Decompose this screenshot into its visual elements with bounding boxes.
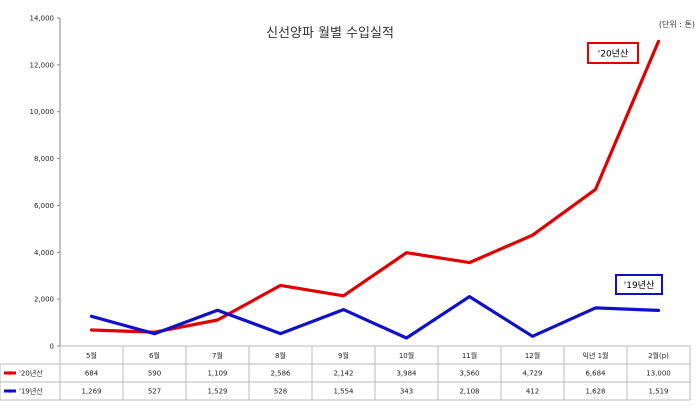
x-category-label: 5월: [86, 351, 97, 360]
series-callouts: '20년산 '19년산: [587, 42, 663, 295]
y-tick-label: 4,000: [34, 249, 54, 257]
y-tick-label: 2,000: [34, 296, 54, 304]
y-tick-label: 0: [50, 343, 54, 351]
table-cell-value: 4,729: [522, 370, 542, 378]
x-category-label: 익년 1월: [583, 351, 609, 360]
table-cell-value: 3,984: [396, 370, 417, 378]
legend-series-name: '19년산: [19, 387, 43, 396]
table-cell-value: 1,519: [648, 388, 668, 396]
x-category-label: 11월: [462, 351, 477, 360]
table-cell-value: 1,554: [333, 388, 354, 396]
table-cell-value: 2,108: [459, 388, 479, 396]
series-callout-box: [615, 274, 663, 295]
unit-label: (단위 : 톤): [659, 19, 695, 29]
x-category-label: 10월: [399, 351, 414, 360]
table-cell-value: 2,142: [333, 370, 353, 378]
x-category-label: 7월: [212, 351, 223, 360]
table-cell-value: 590: [148, 370, 161, 378]
table-cell-value: 1,109: [207, 370, 227, 378]
series-callout-label: '19년산: [624, 280, 655, 291]
table-cell-value: 343: [400, 388, 413, 396]
y-tick-label: 8,000: [34, 155, 54, 163]
table-cell-value: 527: [148, 388, 161, 396]
y-tick-label: 14,000: [30, 15, 55, 23]
table-cell-value: 6,684: [585, 370, 606, 378]
data-table: 5월 6월 7월 8월 9월 10월 11월 12월 익년 1월 2월(p) '20년산 684 590…: [0, 345, 691, 401]
legend-swatch-marker: [8, 389, 12, 393]
table-cell-value: 412: [526, 388, 539, 396]
table-cell-value: 1,529: [207, 388, 227, 396]
y-tick-label: 12,000: [30, 61, 55, 69]
table-cell-value: 13,000: [646, 370, 671, 378]
x-category-label: 2월(p): [648, 351, 669, 360]
table-cell-value: 1,269: [81, 388, 101, 396]
y-tick-label: 6,000: [34, 202, 54, 210]
y-axis: 0 2,000 4,000 6,000 8,000 10,000 12,000 14,000: [30, 15, 61, 351]
x-category-label: 9월: [338, 351, 349, 360]
plot-area: [89, 39, 661, 340]
table-cell-value: 2,586: [270, 370, 291, 378]
series-line-0: [89, 39, 661, 334]
chart-title: 신선양파 월별 수입실적: [266, 26, 394, 41]
x-category-label: 8월: [275, 351, 286, 360]
series-callout-box: [587, 42, 639, 64]
table-cell-value: 684: [85, 370, 99, 378]
x-category-label: 12월: [525, 351, 540, 360]
y-tick-label: 10,000: [30, 108, 55, 116]
series-line-1: [89, 295, 661, 340]
legend-series-name: '20년산: [19, 369, 43, 378]
table-cell-value: 528: [274, 388, 287, 396]
table-cell-value: 3,560: [459, 370, 479, 378]
x-category-label: 6월: [149, 351, 160, 360]
series-callout-label: '20년산: [598, 49, 629, 60]
legend-swatch-marker: [8, 371, 12, 375]
table-cell-value: 1,628: [585, 388, 605, 396]
